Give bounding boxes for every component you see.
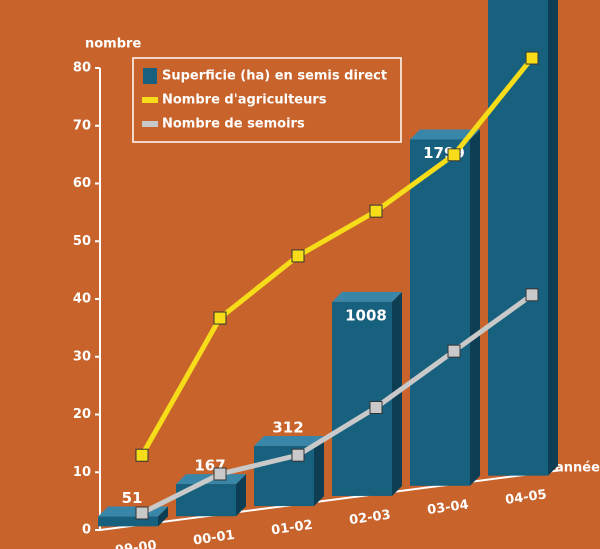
bar-side <box>158 506 168 527</box>
x-tick-label: 04-05 <box>504 487 547 508</box>
bar-front <box>410 139 470 486</box>
bar <box>410 129 480 486</box>
legend-label: Superficie (ha) en semis direct <box>162 69 387 84</box>
bar <box>98 506 168 527</box>
bar-top <box>254 436 324 447</box>
line-marker <box>525 51 539 65</box>
bar-front <box>488 0 548 476</box>
bar-front <box>254 446 314 507</box>
y-axis-label: nombre <box>85 37 141 52</box>
y-tick-label: 50 <box>73 234 91 249</box>
x-tick-label: 00-01 <box>192 528 235 549</box>
bar-front <box>332 301 392 496</box>
bar-value-label: 312 <box>272 419 303 437</box>
bar-value-label: 1008 <box>345 306 387 324</box>
y-tick-label: 40 <box>73 292 91 307</box>
bar-top <box>98 506 168 517</box>
line-marker <box>213 311 227 325</box>
y-tick-label: 70 <box>73 118 91 133</box>
line-marker <box>447 148 461 162</box>
bar-top <box>332 291 402 302</box>
line-marker <box>369 204 383 218</box>
line-marker <box>447 344 461 358</box>
x-axis-label: année <box>555 461 600 476</box>
bar-value-label: 51 <box>122 489 143 507</box>
line-marker <box>291 448 305 462</box>
legend-swatch <box>142 121 158 127</box>
bar-side <box>314 436 324 507</box>
bar-side <box>548 0 558 476</box>
y-tick-label: 80 <box>73 61 91 76</box>
y-tick-label: 20 <box>73 407 91 422</box>
line-marker <box>291 249 305 263</box>
bar-side <box>236 474 246 517</box>
legend-swatch <box>142 97 158 103</box>
line-marker <box>525 288 539 302</box>
line-series <box>140 292 534 516</box>
x-tick-label: 99-00 <box>114 538 157 549</box>
y-tick-label: 30 <box>73 349 91 364</box>
x-axis <box>99 469 561 531</box>
x-tick-label: 01-02 <box>270 518 313 539</box>
y-tick-label: 10 <box>73 465 91 480</box>
x-tick-label: 02-03 <box>348 508 391 529</box>
y-tick-label: 0 <box>82 523 91 538</box>
bar-side <box>470 129 480 486</box>
line-marker <box>135 506 149 520</box>
bar-top <box>410 129 480 140</box>
y-tick-label: 60 <box>73 176 91 191</box>
bar-front <box>98 516 158 527</box>
line-marker <box>369 400 383 414</box>
x-tick-label: 03-04 <box>426 497 469 518</box>
legend-box <box>132 57 402 143</box>
legend-swatch <box>143 68 157 84</box>
line-marker <box>135 448 149 462</box>
line-marker <box>213 467 227 481</box>
legend-label: Nombre de semoirs <box>162 117 305 132</box>
line-series <box>139 56 534 457</box>
legend-label: Nombre d'agriculteurs <box>162 93 327 108</box>
